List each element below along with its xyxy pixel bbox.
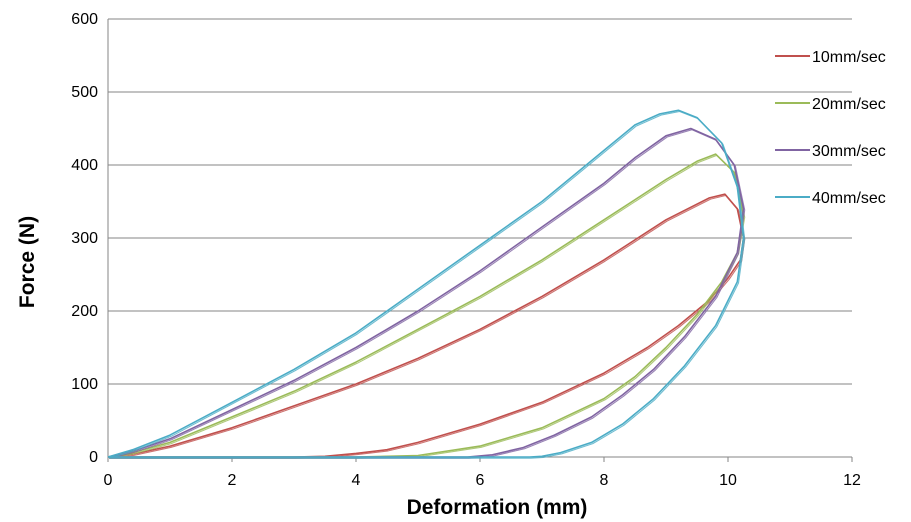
y-tick-label: 200: [71, 303, 98, 320]
legend-label: 20mm/sec: [812, 96, 886, 113]
x-tick-label: 0: [104, 472, 113, 489]
series-line-repeat-40mm/sec: [109, 110, 746, 459]
series-lines: [107, 109, 746, 459]
x-tick-label: 10: [719, 472, 737, 489]
legend: 10mm/sec 20mm/sec 30mm/sec 40mm/sec: [775, 49, 886, 207]
y-tick-label: 300: [71, 230, 98, 247]
series-line-30mm/sec: [107, 127, 745, 458]
series-line-repeat-30mm/sec: [109, 129, 746, 459]
x-tick-label: 12: [843, 472, 861, 489]
legend-label: 30mm/sec: [812, 143, 886, 160]
x-axis-title: Deformation (mm): [407, 496, 588, 519]
y-axis-title: Force (N): [16, 216, 39, 308]
legend-label: 40mm/sec: [812, 190, 886, 207]
y-tick-label: 0: [89, 449, 98, 466]
y-tick-label: 100: [71, 376, 98, 393]
gridlines: [108, 18, 852, 385]
y-tick-label: 500: [71, 84, 98, 101]
legend-label: 10mm/sec: [812, 49, 886, 66]
x-tick-label: 2: [228, 472, 237, 489]
x-tick-label: 4: [352, 472, 361, 489]
y-tick-label: 600: [71, 11, 98, 28]
x-tick-label: 8: [600, 472, 609, 489]
x-tick-label: 6: [476, 472, 485, 489]
y-tick-label: 400: [71, 157, 98, 174]
